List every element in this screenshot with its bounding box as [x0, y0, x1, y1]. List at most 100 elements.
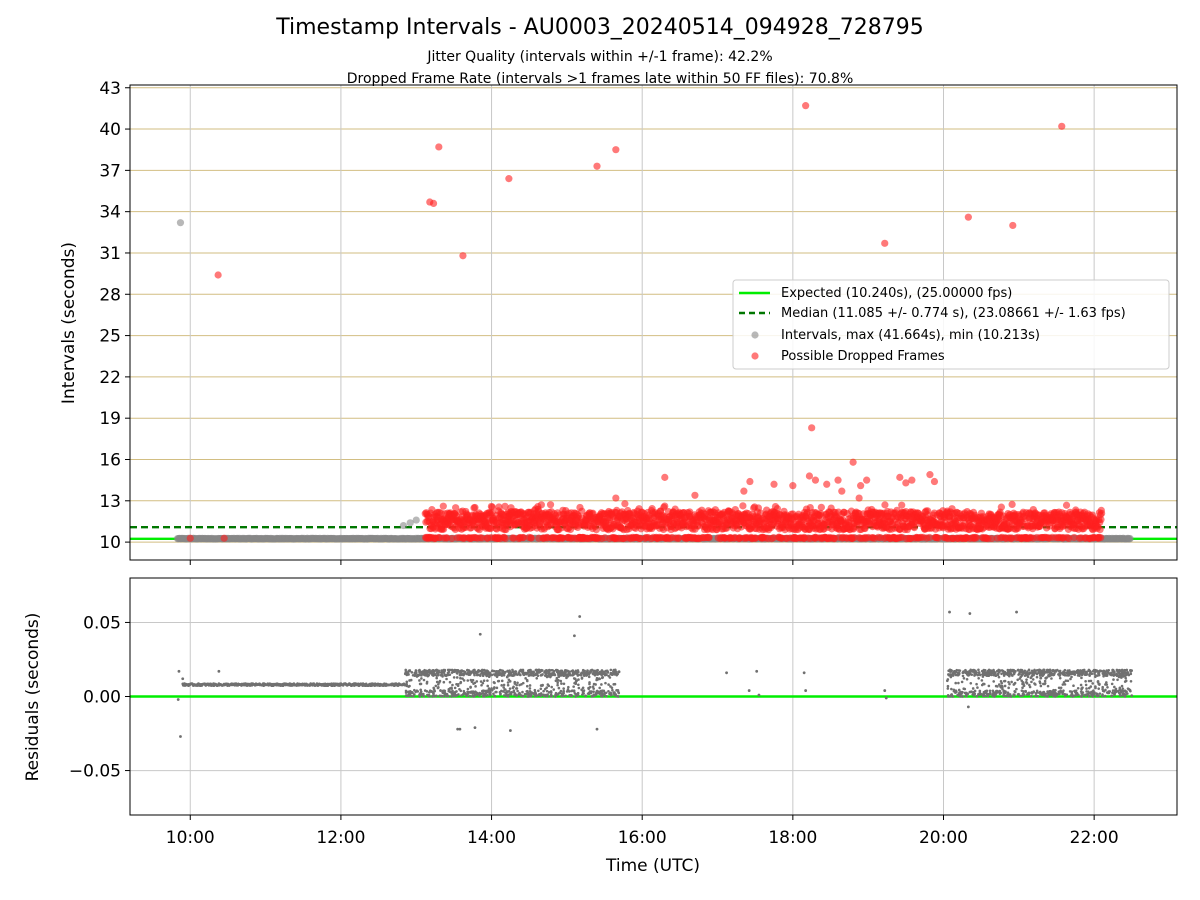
interval-point: [176, 219, 185, 227]
top-ytick-label: 25: [99, 327, 121, 347]
residual-point: [439, 673, 443, 677]
residual-point: [482, 679, 486, 683]
top-ytick-label: 16: [99, 450, 121, 470]
residual-point: [469, 671, 473, 675]
legend-intervals-label: Intervals, max (41.664s), min (10.213s): [781, 328, 1040, 343]
residual-point: [500, 679, 504, 683]
dropped-frame-point: [1097, 534, 1105, 542]
dropped-frame-point: [220, 534, 228, 542]
residual-point: [416, 673, 420, 677]
residual-point: [452, 676, 456, 679]
dropped-frame-point: [857, 482, 865, 490]
dropped-frame-point: [537, 501, 545, 509]
residual-point: [422, 678, 426, 682]
dropped-frame-point: [823, 480, 831, 488]
dropped-frame-point: [739, 502, 747, 510]
residual-point: [405, 680, 409, 684]
dropped-frame-point: [488, 503, 496, 511]
dropped-frame-point: [972, 534, 980, 542]
residual-point: [411, 691, 414, 695]
dropped-frame-point: [930, 477, 939, 486]
dropped-frame-point: [855, 494, 863, 502]
residual-point: [435, 680, 439, 684]
subtitle-jitter: Jitter Quality (intervals within +/-1 fr…: [427, 49, 773, 65]
residual-point: [405, 682, 408, 686]
dropped-frame-point: [881, 239, 889, 247]
residual-point: [409, 694, 413, 698]
interval-point: [399, 521, 408, 530]
bottom-dense-points: [181, 668, 1134, 698]
residual-point: [475, 691, 479, 695]
residual-point: [435, 676, 438, 680]
residual-point: [438, 679, 442, 683]
residual-point: [516, 689, 519, 693]
residual-point: [434, 684, 438, 688]
residual-point: [405, 694, 409, 698]
residual-point: [516, 681, 519, 685]
residual-point: [436, 686, 440, 690]
top-ytick-label: 43: [99, 79, 121, 99]
residual-point: [455, 676, 459, 679]
dropped-frame-point: [186, 534, 194, 542]
residual-point: [506, 683, 510, 687]
residual-point: [468, 694, 472, 698]
dropped-frame-point: [881, 534, 889, 542]
residual-point: [567, 685, 570, 689]
residual-point: [433, 689, 437, 693]
dropped-frame-point: [439, 502, 447, 510]
dropped-frame-point: [1008, 500, 1016, 509]
dropped-frame-point: [811, 476, 820, 484]
dropped-frame-point: [721, 534, 729, 542]
subtitle-dropped: Dropped Frame Rate (intervals >1 frames …: [346, 71, 854, 87]
residual-point: [447, 673, 451, 677]
residual-point: [459, 676, 462, 680]
dropped-frame-point: [817, 503, 825, 511]
top-dense-points: [173, 500, 1134, 543]
residual-point: [420, 677, 423, 680]
residual-point: [451, 683, 454, 687]
residual-point: [525, 684, 529, 688]
residual-point: [466, 669, 469, 672]
dropped-frame-point: [964, 213, 972, 221]
residual-point: [469, 685, 472, 689]
residual-point: [577, 686, 581, 690]
top-ytick-label: 13: [99, 492, 121, 512]
top-x-ticks: [189, 560, 1095, 565]
residual-point: [407, 690, 411, 694]
residual-point: [600, 683, 603, 686]
residual-point: [406, 671, 409, 674]
residual-point: [489, 693, 492, 697]
residual-point: [431, 695, 434, 698]
residual-point: [574, 695, 578, 698]
legend-dropped-label: Possible Dropped Frames: [781, 349, 945, 364]
residual-point: [466, 687, 470, 691]
top-ytick-label: 19: [99, 409, 121, 429]
residual-point: [440, 669, 443, 672]
dropped-frame-point: [546, 501, 555, 509]
dropped-frame-point: [1062, 501, 1071, 509]
dropped-frame-point: [849, 458, 857, 466]
residual-point: [407, 685, 410, 688]
residual-point: [477, 692, 481, 695]
residual-point: [465, 672, 468, 676]
dropped-frame-point: [471, 503, 479, 512]
dropped-frame-point: [808, 424, 816, 432]
residual-point: [428, 689, 432, 692]
dropped-frame-point: [834, 476, 842, 484]
residual-point: [458, 688, 461, 691]
top-ytick-label: 10: [99, 533, 121, 553]
residual-point: [556, 683, 559, 687]
residual-point: [466, 679, 470, 682]
dropped-frame-point: [926, 471, 934, 479]
top-ytick-label: 28: [99, 285, 121, 305]
residual-point: [572, 685, 575, 688]
residual-point: [419, 682, 423, 686]
residual-point: [474, 693, 477, 697]
residual-point: [535, 677, 539, 680]
residual-point: [562, 682, 566, 686]
residual-point: [450, 695, 453, 698]
residual-point: [437, 669, 440, 672]
top-ytick-label: 22: [99, 368, 121, 388]
residual-point: [471, 692, 474, 695]
residual-point: [404, 668, 408, 672]
